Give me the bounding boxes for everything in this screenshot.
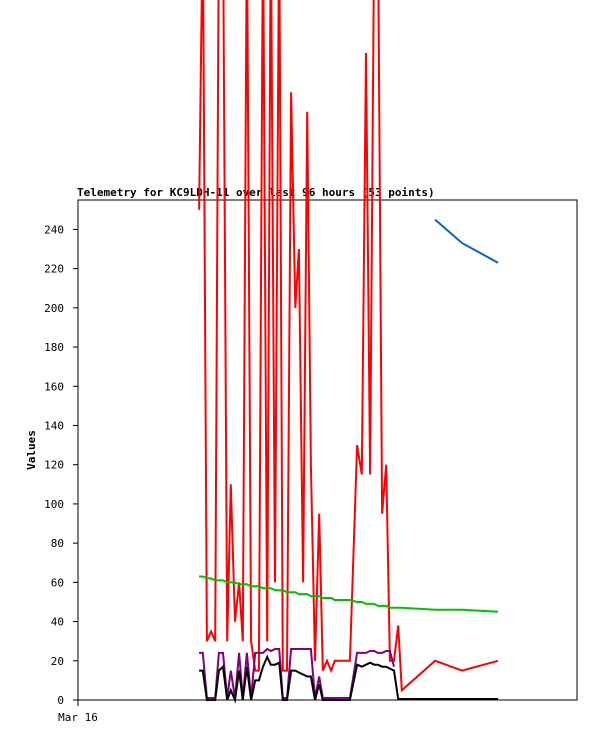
- series-line: [199, 575, 499, 613]
- y-tick-label: 0: [57, 694, 64, 707]
- x-tick-label: Mar 16: [58, 711, 98, 724]
- y-axis-label: Values: [25, 430, 38, 470]
- y-tick-label: 20: [51, 655, 64, 668]
- chart-title: Telemetry for KC9LDH-11 over last 96 hou…: [77, 186, 435, 199]
- y-tick-label: 240: [44, 223, 64, 236]
- series-line: [199, 647, 395, 699]
- y-tick-label: 100: [44, 498, 64, 511]
- y-tick-label: 80: [51, 537, 64, 550]
- y-tick-label: 220: [44, 263, 64, 276]
- y-tick-label: 40: [51, 616, 64, 629]
- y-tick-label: 60: [51, 576, 64, 589]
- series-line: [199, 654, 498, 704]
- y-tick-label: 200: [44, 302, 64, 315]
- series-line: [434, 218, 499, 264]
- y-tick-label: 180: [44, 341, 64, 354]
- series-line: [198, 0, 499, 693]
- y-tick-label: 160: [44, 380, 64, 393]
- y-tick-label: 120: [44, 459, 64, 472]
- y-tick-label: 140: [44, 419, 64, 432]
- plot-frame: [77, 199, 578, 701]
